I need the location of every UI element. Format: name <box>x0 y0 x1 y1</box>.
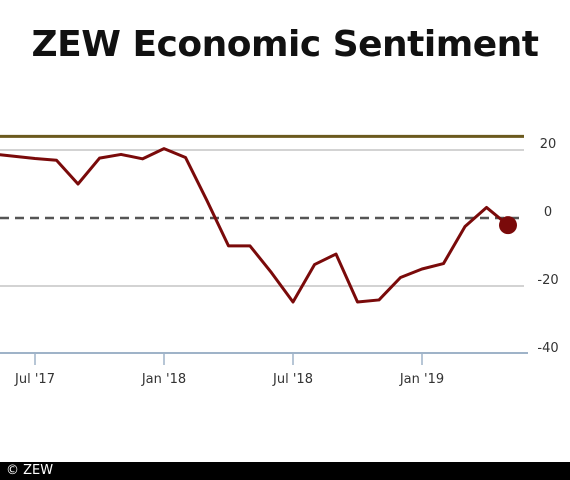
y-tick-label: -40 <box>537 341 558 356</box>
x-tick-label: Jan '19 <box>399 372 444 387</box>
footer-bar: © ZEW <box>0 462 570 480</box>
latest-value-marker <box>499 216 517 235</box>
y-tick-label: 20 <box>540 137 557 152</box>
x-tick-label: Jan '18 <box>141 372 186 387</box>
data-series-line <box>0 147 510 304</box>
chart-title: ZEW Economic Sentiment <box>31 24 539 65</box>
line-chart: 20 0 -20 -40 Jul '17 Jan '18 Jul '18 Jan '19 <box>0 134 559 387</box>
x-tick-label: Jul '17 <box>14 372 55 387</box>
y-tick-label: 0 <box>544 205 552 220</box>
y-tick-label: -20 <box>537 273 558 288</box>
copyright-credit: © ZEW <box>6 463 54 478</box>
x-tick-label: Jul '18 <box>272 372 313 387</box>
